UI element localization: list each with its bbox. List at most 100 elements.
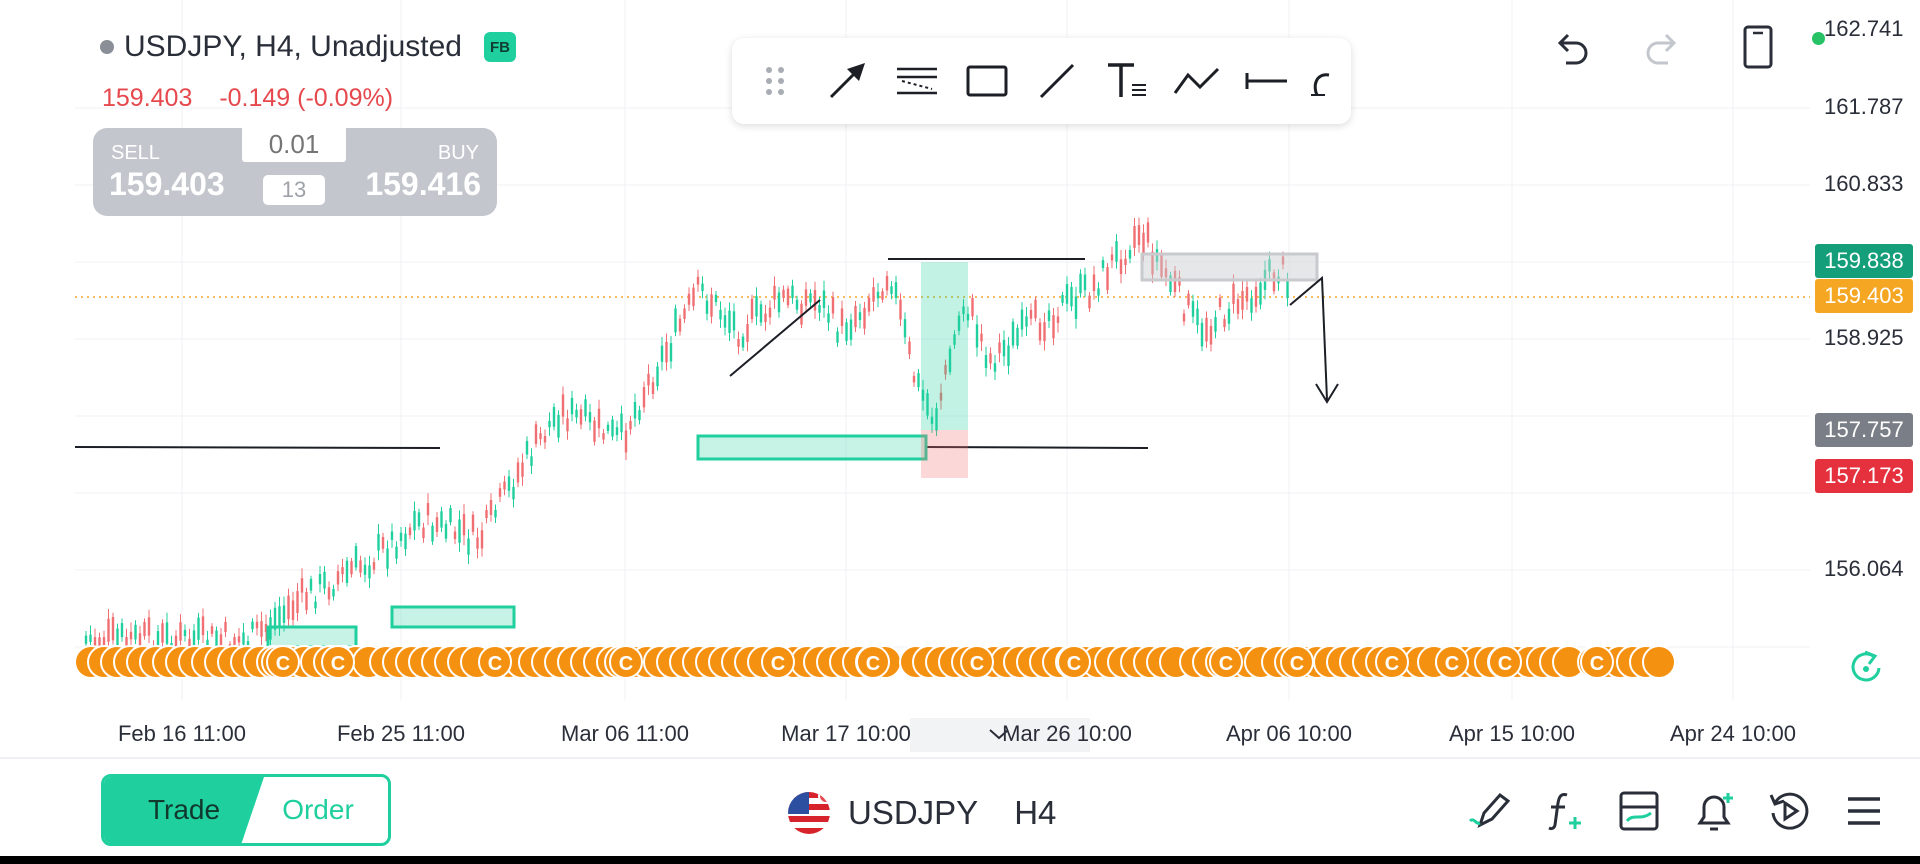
candle-body [462,514,466,536]
order-tab[interactable]: Order [282,794,354,825]
candle-body [498,488,502,497]
horizontal-line-icon[interactable] [1242,56,1292,106]
candle-body [525,440,529,455]
rectangle-icon[interactable] [962,56,1012,106]
indicators-icon[interactable] [1540,786,1590,836]
candle-body [1268,259,1271,272]
candle-body [237,636,241,643]
fib-retracement-icon[interactable] [892,56,942,106]
time-axis-handle[interactable] [910,718,1090,752]
candle-body [1002,339,1006,357]
candle-body [557,414,560,438]
brush-icon[interactable] [1300,56,1340,106]
stop-price-tag: 157.173 [1815,459,1913,493]
candle-body [1214,317,1217,332]
sell-price-button[interactable]: 159.403 [109,166,225,202]
candle-body [354,546,358,568]
replay-icon[interactable] [1764,786,1814,836]
drawing-pencil-icon[interactable] [1465,786,1515,836]
candle-body [881,291,884,300]
lot-size-input[interactable] [242,126,346,162]
buy-label[interactable]: BUY [437,142,479,164]
candle-body [1241,291,1244,310]
candle-body [260,621,263,637]
candle-body [471,514,475,532]
candle-body [768,307,772,318]
candle-body [1119,259,1123,275]
candle-body [1052,315,1055,339]
candle-body [485,509,488,519]
templates-icon[interactable] [1614,786,1664,836]
candle-body [804,289,808,306]
time-tick: Mar 06 11:00 [560,721,690,746]
event-marker-letter: C [771,653,785,675]
event-marker [960,645,994,679]
candle-body [390,531,394,540]
candle-body [989,353,992,364]
candle-body [1142,232,1145,253]
fullscreen-icon[interactable] [1733,22,1783,72]
event-marker-letter: C [866,653,880,675]
candle-body [1205,317,1208,342]
candle-body [1286,281,1289,299]
candle-body [1088,295,1091,309]
candle-body [809,293,812,303]
reset-chart-icon[interactable] [1845,646,1889,690]
event-marker [609,645,643,679]
candle-body [746,323,749,342]
candle-body [120,623,124,638]
candle-body [282,605,286,623]
candle-body [719,309,722,320]
candle-body [971,297,974,317]
candle-body [764,313,767,323]
candle-body [1250,298,1253,313]
arrow-icon[interactable] [822,56,872,106]
bottom-bar-divider [0,757,1920,759]
candle-body [363,564,367,575]
buy-price-button[interactable]: 159.416 [365,166,481,202]
candle-body [147,617,151,636]
alert-bell-icon[interactable] [1689,786,1739,836]
candle-body [1106,267,1109,291]
price-change: -0.149 (-0.09%) [219,84,394,112]
candle-body [1272,272,1276,292]
candle-body [737,339,740,347]
drag-handle-icon[interactable] [750,56,800,106]
redo-icon[interactable] [1637,24,1687,74]
candle-body [570,397,574,415]
sell-label[interactable]: SELL [111,142,160,164]
event-marker [856,645,890,679]
candle-body [345,560,349,583]
candle-body [1245,287,1249,302]
candle-body [1007,345,1010,366]
candle-body [197,617,200,640]
text-icon[interactable] [1102,56,1152,106]
candle-body [584,399,587,417]
event-marker [1209,645,1243,679]
candle-body [156,631,160,646]
quote-line: 159.403 -0.149 (-0.09%) [102,84,393,113]
candle-body [1056,316,1060,323]
candle-body [669,343,673,362]
candle-body [305,591,308,611]
timeframe-label[interactable]: H4 [1014,794,1057,831]
candle-body [404,533,407,550]
candle-body [215,630,218,652]
event-marker-letter: C [970,653,984,675]
candle-body [678,318,682,332]
candle-body [656,366,659,387]
candle-body [980,333,983,342]
trend-line-icon[interactable] [1032,56,1082,106]
trade-tab[interactable]: Trade [104,777,264,843]
event-marker-letter: C [488,653,502,675]
candle-body [1083,274,1087,291]
candle-body [912,375,916,383]
candle-body [647,373,650,386]
candle-body [917,373,920,388]
symbol-selector[interactable]: USDJPY H4 [788,792,1056,834]
undo-icon[interactable] [1547,24,1597,74]
menu-icon[interactable] [1839,786,1889,836]
path-icon[interactable] [1172,56,1222,106]
